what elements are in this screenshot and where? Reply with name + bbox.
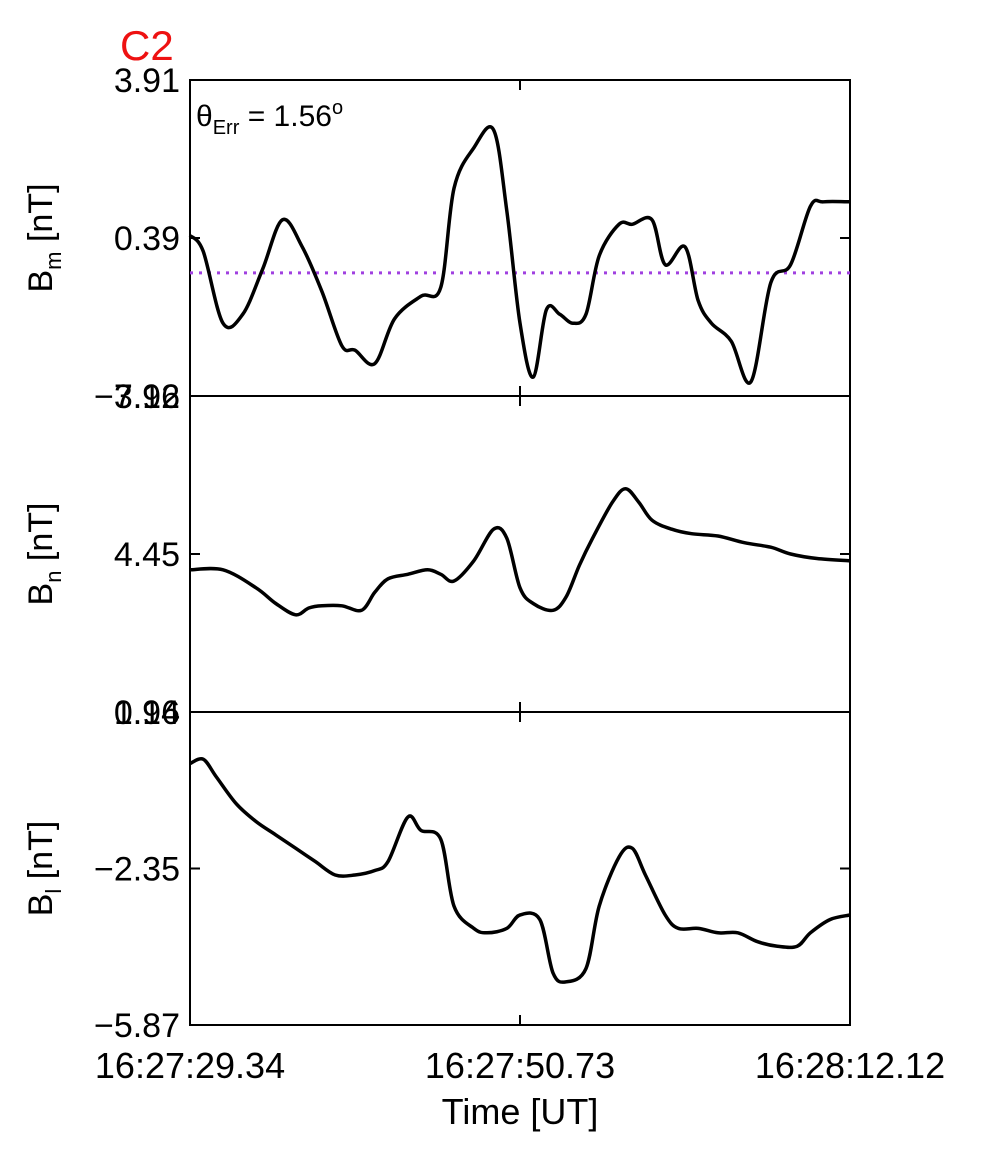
panel-frame [189,711,851,1026]
theta-value: = 1.56 [239,100,332,133]
panel-Bn: 7.96 4.45 0.94 Bn [nT] [22,378,851,732]
x-tick-label: 16:27:50.73 [425,1045,615,1086]
theta-error-annotation: θErr = 1.56o [196,97,343,139]
y-tick-label: 7.96 [114,378,180,416]
y-tick-label: 0.39 [114,220,180,258]
x-tick-labels: 16:27:29.34 16:27:50.73 16:28:12.12 [95,1045,945,1086]
y-tick-label: 3.91 [114,62,180,100]
panels: 3.91 0.39 −3.12 Bm [nT] 7.96 4.45 0.94 Bn [nT] 1… [22,62,851,1045]
y-tick-label: 0.94 [114,694,180,732]
y-tick-label: 1.16 [114,694,180,732]
y-tick-label: −3.12 [94,378,180,416]
y-tick-label: 4.45 [114,536,180,574]
theta-superscript: o [332,97,343,119]
x-tick-label: 16:28:12.12 [755,1045,945,1086]
series-line-Bm [188,125,851,385]
x-axis-label: Time [UT] [442,1091,599,1132]
theta-subscript: Err [213,117,240,139]
panel-Bl: 1.16 −2.35 −5.87 Bl [nT] [22,694,851,1045]
series-line-Bn [189,486,851,617]
y-axis-label: Bn [nT] [22,503,66,606]
spacecraft-label: C2 [120,22,174,69]
series-line-Bl [189,756,851,984]
y-tick-label: −2.35 [94,851,180,889]
panel-frame [189,395,851,713]
x-tick-label: 16:27:29.34 [95,1045,285,1086]
theta-symbol: θ [196,100,213,133]
y-axis-label: Bl [nT] [22,821,66,917]
panel-Bm: 3.91 0.39 −3.12 Bm [nT] [22,62,851,416]
y-tick-label: −5.87 [94,1007,180,1045]
y-axis-label: Bm [nT] [22,183,66,292]
